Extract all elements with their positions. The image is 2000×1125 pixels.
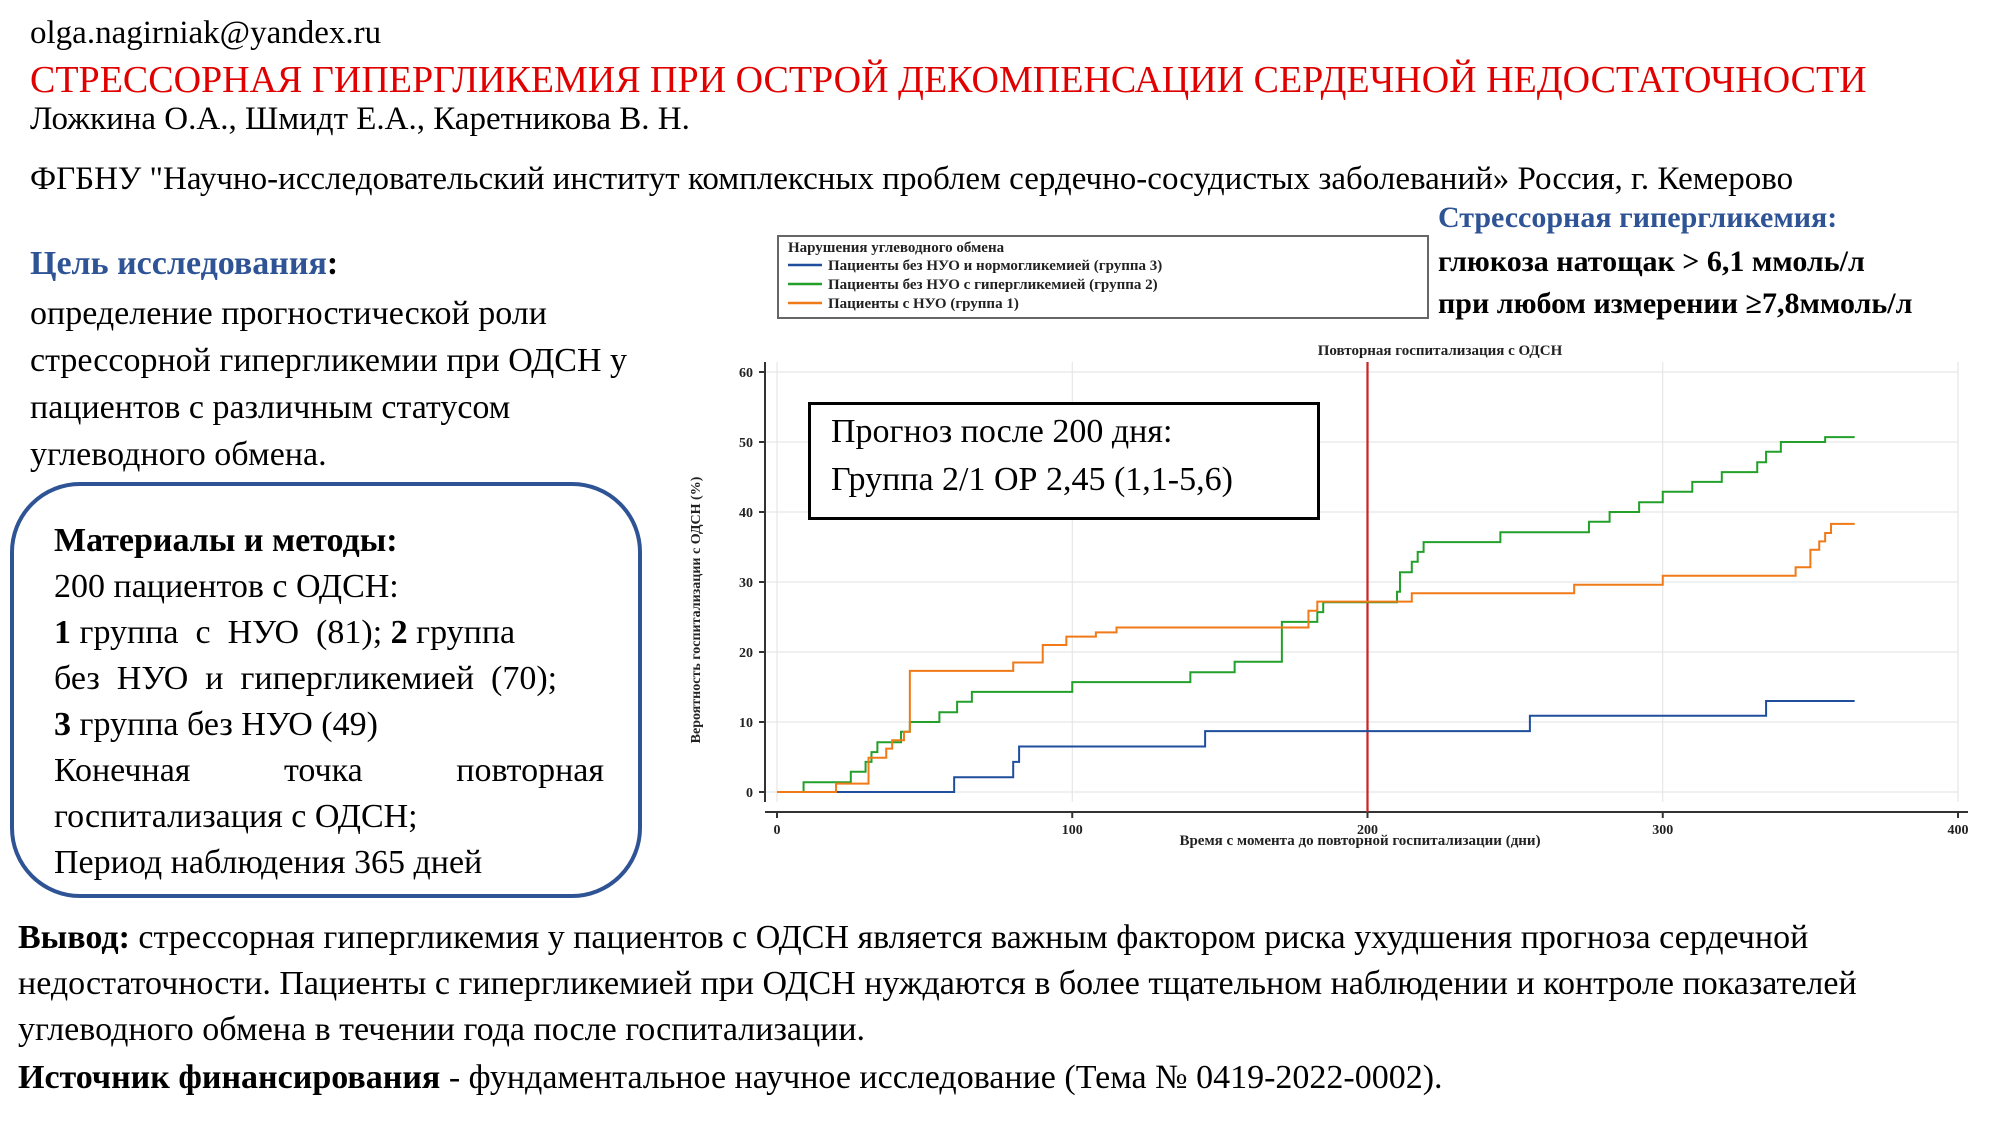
legend-label-1: Пациенты без НУО и нормогликемией (групп… xyxy=(828,258,1162,274)
definition-heading: Стрессорная гипергликемия: xyxy=(1438,201,1838,234)
aim-heading: Цель исследования: xyxy=(30,244,338,285)
group3-number: 3 xyxy=(54,706,71,743)
x-tick-label: 400 xyxy=(1948,823,1969,838)
conclusion-label: Вывод: xyxy=(18,919,130,956)
methods-endpoint-rest: госпитализация с ОДСН; xyxy=(54,798,418,835)
endpoint-word-2: точка xyxy=(283,752,363,789)
y-tick-label: 50 xyxy=(739,436,753,451)
y-tick-label: 60 xyxy=(739,366,753,381)
aim-text: определение прогностической роли стрессо… xyxy=(30,295,628,473)
affiliation: ФГБНУ "Научно-исследовательский институт… xyxy=(30,161,1794,197)
aim-heading-text: Цель исследования xyxy=(30,245,327,282)
author-email: olga.nagirniak@yandex.ru xyxy=(30,15,382,51)
y-tick-label: 20 xyxy=(739,646,753,661)
group2-number: 2 xyxy=(390,614,408,651)
methods-group3-line: 3 группа без НУО (49) xyxy=(54,706,378,744)
x-tick-label: 100 xyxy=(1062,823,1083,838)
group3-text: группа без НУО (49) xyxy=(71,706,378,743)
x-axis-label: Время с момента до повторной госпитализа… xyxy=(1179,833,1540,849)
conclusion-text: стрессорная гипергликемия у пациентов с … xyxy=(18,919,1857,1048)
prognosis-line-1: Прогноз после 200 дня: xyxy=(831,413,1173,450)
definition-any: при любом измерении ≥7,8ммоль/л xyxy=(1438,287,1913,320)
methods-period: Период наблюдения 365 дней xyxy=(54,844,483,881)
endpoint-word-1: Конечная xyxy=(54,752,191,789)
kaplan-meier-chart: Нарушения углеводного обмена Пациенты бе… xyxy=(690,235,1969,849)
y-tick-label: 0 xyxy=(746,786,753,801)
methods-group2-desc: без НУО и гипергликемией (70); xyxy=(54,660,558,697)
x-tick-label: 300 xyxy=(1652,823,1673,838)
legend-box xyxy=(777,235,1429,319)
methods-groups-line: 1 группа с НУО (81); 2 группа xyxy=(54,614,515,652)
prognosis-box: Прогноз после 200 дня: Группа 2/1 ОР 2,4… xyxy=(808,402,1320,520)
group2-text: группа xyxy=(407,614,516,651)
series-line-3 xyxy=(777,522,1855,793)
methods-endpoint-line: Конечная точка повторная xyxy=(54,752,604,790)
y-tick-label: 30 xyxy=(739,576,753,591)
y-tick-label: 40 xyxy=(739,506,753,521)
funding-label: Источник финансирования xyxy=(18,1059,441,1096)
methods-box: Материалы и методы: 200 пациентов с ОДСН… xyxy=(10,482,642,898)
funding: Источник финансирования - фундаментально… xyxy=(18,1058,1443,1099)
endpoint-word-3: повторная xyxy=(456,752,604,789)
conclusion: Вывод: стрессорная гипергликемия у пацие… xyxy=(18,915,1998,1053)
group1-text: группа с НУО (81); xyxy=(71,614,383,651)
legend-label-3: Пациенты с НУО (группа 1) xyxy=(828,296,1019,312)
methods-patients: 200 пациентов с ОДСН: xyxy=(54,568,399,605)
series-line-1 xyxy=(777,700,1855,793)
y-axis-label: Вероятность госпитализации с ОДСН (%) xyxy=(690,476,704,743)
prognosis-line-2: Группа 2/1 ОР 2,45 (1,1-5,6) xyxy=(831,461,1233,498)
y-tick-label: 10 xyxy=(739,716,753,731)
methods-heading: Материалы и методы: xyxy=(54,522,398,559)
poster-title: СТРЕССОРНАЯ ГИПЕРГЛИКЕМИЯ ПРИ ОСТРОЙ ДЕК… xyxy=(30,59,1867,101)
series-line-2 xyxy=(777,436,1855,793)
aim-heading-colon: : xyxy=(326,245,339,282)
definition-fasting: глюкоза натощак > 6,1 ммоль/л xyxy=(1438,245,1865,278)
chart-legend: Нарушения углеводного обмена Пациенты бе… xyxy=(777,235,1429,319)
legend-label-2: Пациенты без НУО с гипергликемией (групп… xyxy=(828,277,1158,293)
x-tick-label: 0 xyxy=(774,823,781,838)
funding-text: - фундаментальное научное исследование (… xyxy=(440,1059,1443,1096)
x-tick-label: 200 xyxy=(1357,823,1378,838)
legend-title: Нарушения углеводного обмена xyxy=(788,240,1005,256)
chart-title: Повторная госпитализация с ОДСН xyxy=(1318,343,1563,359)
group1-number: 1 xyxy=(54,614,71,651)
authors: Ложкина О.А., Шмидт Е.А., Каретникова В.… xyxy=(30,101,690,137)
